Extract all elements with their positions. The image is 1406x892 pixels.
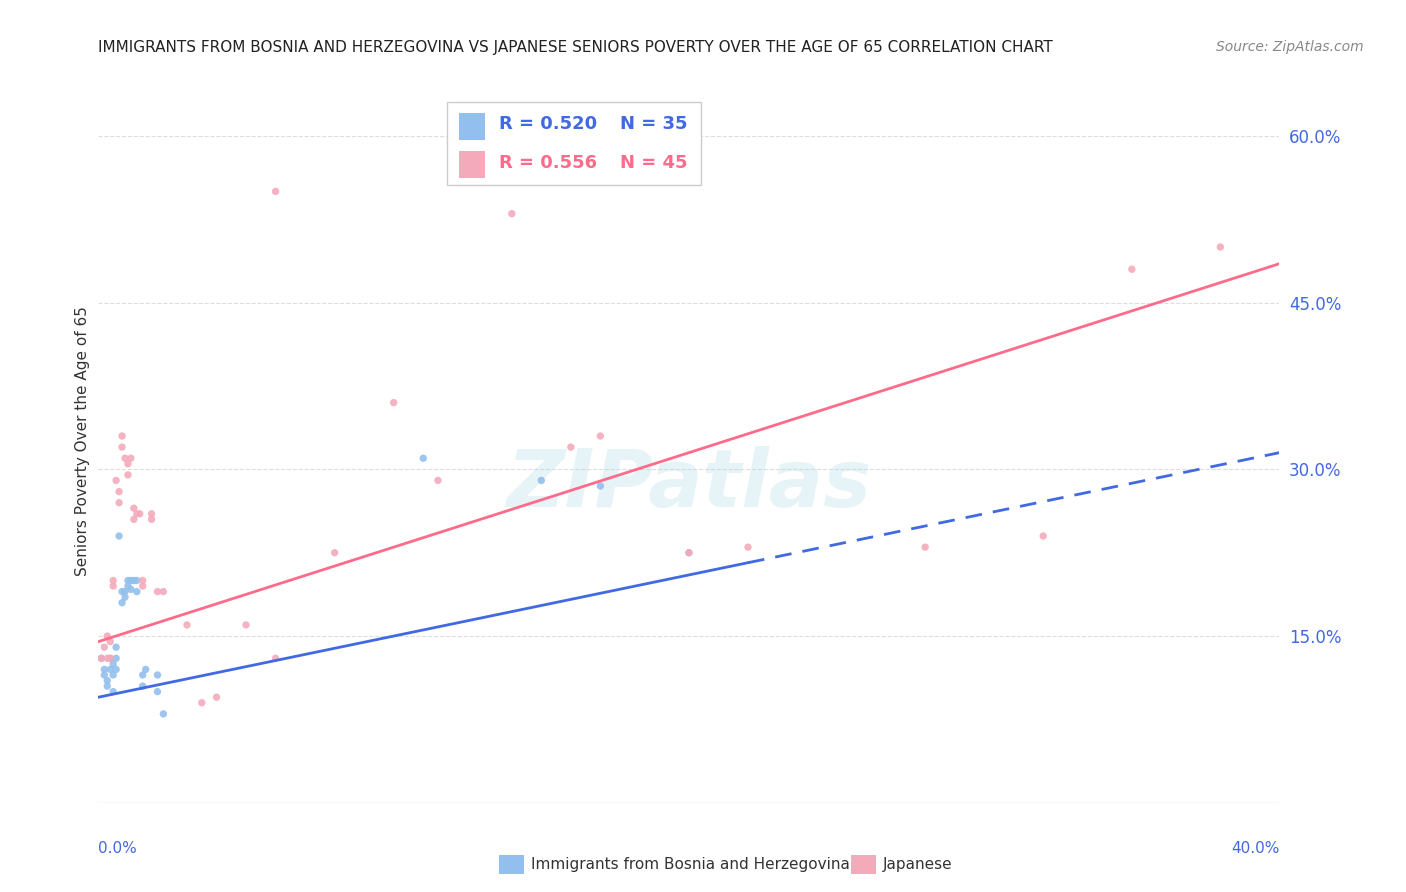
Point (114, 590, 136, 604)
Point (1209, 240, 1232, 254)
Point (914, 540, 936, 554)
Point (125, 507, 148, 521)
Text: Immigrants from Bosnia and Herzegovina: Immigrants from Bosnia and Herzegovina (531, 857, 851, 871)
Text: ZIPatlas: ZIPatlas (506, 446, 872, 524)
Point (141, 512, 163, 526)
Point (382, 395, 405, 409)
FancyBboxPatch shape (458, 112, 485, 140)
Point (141, 507, 163, 521)
Point (135, 662, 157, 676)
Point (589, 479, 612, 493)
Text: N = 35: N = 35 (620, 115, 688, 134)
Point (530, 474, 553, 488)
Point (105, 662, 128, 676)
Point (122, 574, 145, 588)
Point (122, 512, 145, 526)
Y-axis label: Seniors Poverty Over the Age of 65: Seniors Poverty Over the Age of 65 (75, 307, 90, 576)
Point (117, 457, 139, 471)
Point (108, 484, 131, 499)
Point (120, 582, 142, 597)
Point (427, 474, 450, 488)
Point (146, 584, 169, 599)
Point (96, 629, 118, 643)
Point (235, 618, 257, 632)
FancyBboxPatch shape (458, 151, 485, 178)
Text: Source: ZipAtlas.com: Source: ZipAtlas.com (1216, 40, 1364, 54)
Point (205, 690, 228, 705)
Point (98, 651, 121, 665)
Point (146, 684, 169, 698)
Point (103, 657, 125, 671)
Point (191, 696, 214, 710)
Point (132, 579, 155, 593)
Text: R = 0.520: R = 0.520 (499, 115, 598, 134)
Point (98, 651, 121, 665)
Point (111, 440, 134, 454)
Point (103, 574, 125, 588)
Point (105, 474, 128, 488)
Point (111, 584, 134, 599)
Point (264, 651, 287, 665)
Point (103, 684, 125, 698)
Point (132, 574, 155, 588)
Text: Japanese: Japanese (883, 857, 953, 871)
Point (90, 651, 112, 665)
Point (98, 662, 121, 676)
Point (108, 529, 131, 543)
Point (103, 579, 125, 593)
Point (132, 668, 155, 682)
Point (105, 640, 128, 655)
Point (152, 584, 174, 599)
Point (323, 546, 346, 560)
Point (501, 207, 523, 221)
FancyBboxPatch shape (447, 102, 700, 185)
Point (111, 596, 134, 610)
Point (93, 640, 115, 655)
Point (114, 584, 136, 599)
Point (108, 496, 131, 510)
Point (146, 668, 169, 682)
Point (111, 429, 134, 443)
Point (176, 618, 198, 632)
Point (105, 651, 128, 665)
Point (737, 540, 759, 554)
Point (96, 673, 118, 688)
Point (103, 668, 125, 682)
Point (122, 501, 145, 516)
Point (117, 467, 139, 482)
Text: N = 45: N = 45 (620, 153, 688, 171)
Text: 0.0%: 0.0% (98, 841, 138, 856)
Point (96, 679, 118, 693)
Point (264, 185, 287, 199)
Text: 40.0%: 40.0% (1232, 841, 1279, 856)
Point (120, 574, 142, 588)
Point (120, 451, 142, 466)
Point (125, 584, 148, 599)
Point (90, 651, 112, 665)
Point (678, 546, 700, 560)
Point (125, 574, 148, 588)
Point (128, 507, 150, 521)
Point (412, 451, 434, 466)
Point (96, 651, 118, 665)
Text: R = 0.556: R = 0.556 (499, 153, 598, 171)
Point (117, 579, 139, 593)
Point (589, 429, 612, 443)
Point (1121, 262, 1143, 277)
Point (114, 451, 136, 466)
Point (1032, 529, 1054, 543)
Point (98, 634, 121, 648)
Point (93, 662, 115, 676)
Point (560, 440, 582, 454)
Text: IMMIGRANTS FROM BOSNIA AND HERZEGOVINA VS JAPANESE SENIORS POVERTY OVER THE AGE : IMMIGRANTS FROM BOSNIA AND HERZEGOVINA V… (98, 40, 1053, 55)
Point (152, 706, 174, 721)
Point (132, 679, 155, 693)
Point (678, 546, 700, 560)
Point (93, 668, 115, 682)
Point (117, 574, 139, 588)
